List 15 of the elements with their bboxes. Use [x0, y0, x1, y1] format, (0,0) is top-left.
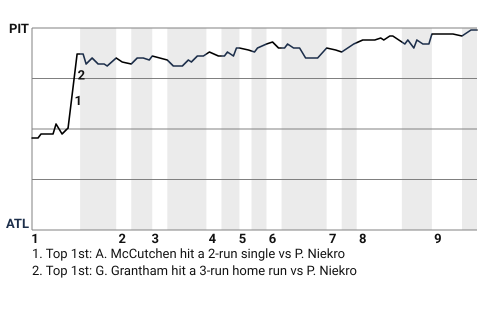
- text: PIT: [8, 22, 29, 37]
- x-tick-label: 7: [328, 232, 336, 247]
- x-tick-label: 8: [359, 232, 366, 247]
- x-tick-label: 1: [31, 232, 39, 247]
- annotation: 1: [74, 94, 82, 109]
- x-tick-label: 2: [118, 232, 126, 247]
- x-tick-label: 6: [268, 232, 277, 247]
- x-tick-label: 4: [208, 232, 217, 247]
- x-tick-label: 9: [434, 232, 442, 247]
- x-tick-label: 3: [152, 232, 160, 247]
- text: 2. Top 1st: G. Grantham hit a 3-run home run vs P. Niekro: [32, 264, 357, 279]
- text: ATL: [6, 217, 29, 232]
- text: 1. Top 1st: A. McCutchen hit a 2-run single vs P. Niekro: [32, 247, 346, 262]
- annotation: 2: [78, 68, 86, 84]
- x-tick-label: 5: [238, 232, 246, 247]
